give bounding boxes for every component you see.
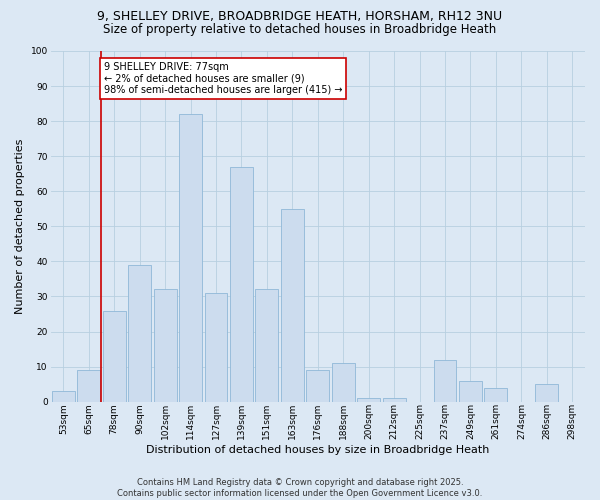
Text: Size of property relative to detached houses in Broadbridge Heath: Size of property relative to detached ho…	[103, 22, 497, 36]
Text: 9 SHELLEY DRIVE: 77sqm
← 2% of detached houses are smaller (9)
98% of semi-detac: 9 SHELLEY DRIVE: 77sqm ← 2% of detached …	[104, 62, 343, 94]
Bar	[128, 265, 151, 402]
Bar	[281, 209, 304, 402]
Y-axis label: Number of detached properties: Number of detached properties	[15, 138, 25, 314]
Bar	[154, 290, 176, 402]
Bar	[52, 391, 75, 402]
Bar	[230, 166, 253, 402]
Bar	[332, 363, 355, 402]
Bar	[103, 310, 125, 402]
Bar	[459, 380, 482, 402]
Bar	[484, 388, 508, 402]
Bar	[205, 293, 227, 402]
Text: 9, SHELLEY DRIVE, BROADBRIDGE HEATH, HORSHAM, RH12 3NU: 9, SHELLEY DRIVE, BROADBRIDGE HEATH, HOR…	[97, 10, 503, 23]
Bar	[357, 398, 380, 402]
X-axis label: Distribution of detached houses by size in Broadbridge Heath: Distribution of detached houses by size …	[146, 445, 490, 455]
Bar	[256, 290, 278, 402]
Text: Contains HM Land Registry data © Crown copyright and database right 2025.
Contai: Contains HM Land Registry data © Crown c…	[118, 478, 482, 498]
Bar	[383, 398, 406, 402]
Bar	[179, 114, 202, 402]
Bar	[535, 384, 558, 402]
Bar	[307, 370, 329, 402]
Bar	[434, 360, 457, 402]
Bar	[77, 370, 100, 402]
